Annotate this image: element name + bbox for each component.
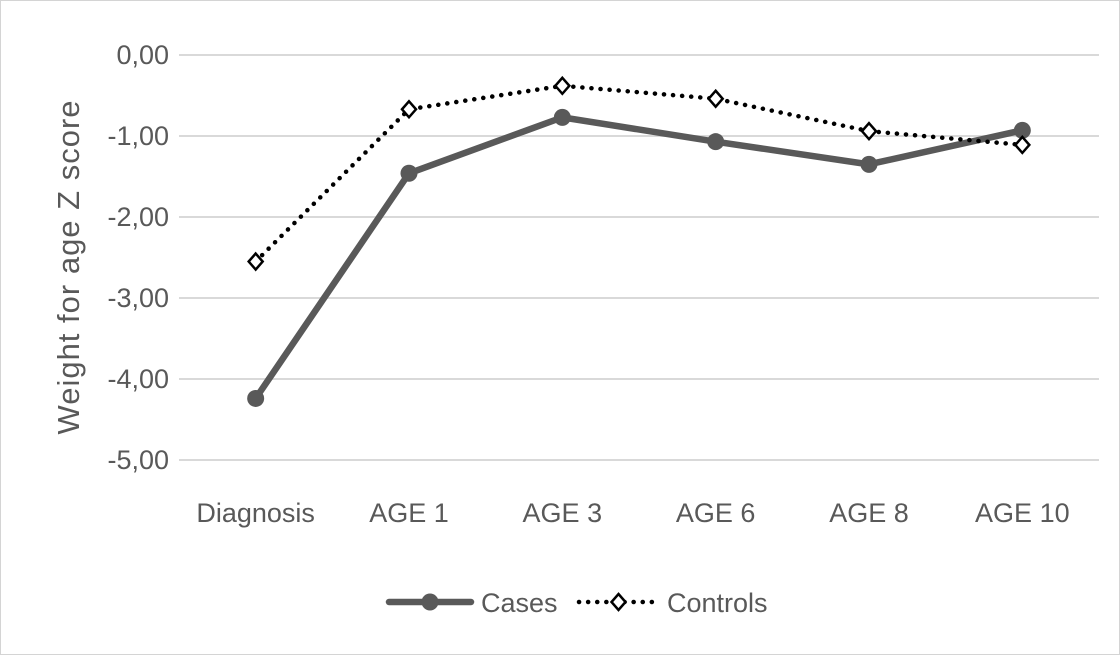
x-tick-label: AGE 1 [369,498,449,528]
legend-label: Controls [667,588,768,618]
series-line [252,114,1026,402]
data-point-controls [1013,135,1031,155]
data-point-cases [247,389,265,407]
legend-item-cases: Cases [385,588,558,618]
gridlines [179,54,1099,461]
series-line [253,83,1025,264]
x-tick-label: AGE 3 [523,498,603,528]
legend-item-controls: Controls [576,588,768,618]
y-tick-label: 0,00 [116,40,169,70]
y-tick-label: -1,00 [107,121,169,151]
data-point-cases [707,133,725,151]
legend-marker [609,592,628,612]
x-tick-label: AGE 8 [829,498,909,528]
x-tick-label: AGE 6 [676,498,756,528]
data-point-cases [1013,121,1031,139]
y-axis-ticks: 0,00 -1,00 -2,00 -3,00 -4,00 -5,00 [107,40,169,475]
data-point-controls [400,99,418,120]
series-cases [247,108,1031,407]
data-point-controls [247,251,265,272]
data-point-cases [400,164,418,182]
y-tick-label: -5,00 [107,445,169,475]
y-axis-label: Weight for age Z score [51,99,86,434]
y-tick-label: -2,00 [107,202,169,232]
legend: Cases Controls [385,588,768,618]
data-point-cases [860,155,878,173]
data-point-controls [707,88,725,109]
series-controls [247,75,1031,272]
x-tick-label: Diagnosis [196,498,315,528]
legend-marker [421,593,439,611]
x-tick-label: AGE 10 [975,498,1070,528]
data-point-cases [553,108,571,126]
data-point-controls [553,75,571,96]
series-lines [247,75,1031,407]
y-tick-label: -3,00 [107,283,169,313]
x-axis-ticks: Diagnosis AGE 1 AGE 3 AGE 6 AGE 8 AGE 10 [196,498,1069,528]
y-tick-label: -4,00 [107,364,169,394]
legend-label: Cases [481,588,558,618]
data-point-controls [860,121,878,142]
